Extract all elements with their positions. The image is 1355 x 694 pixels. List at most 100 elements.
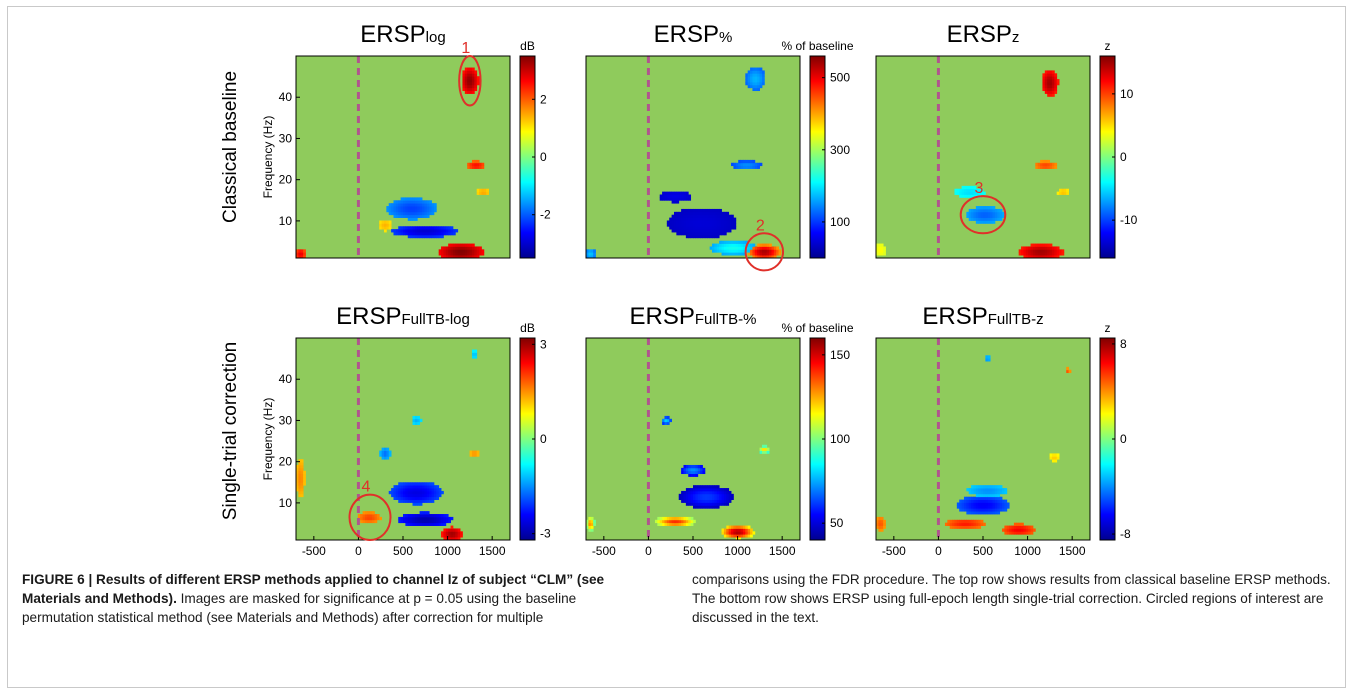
heatmap-cell xyxy=(1047,162,1050,167)
heatmap-cell xyxy=(697,220,701,224)
heatmap-cell xyxy=(455,249,459,253)
heatmap-cell xyxy=(424,200,428,204)
heatmap-cell xyxy=(963,188,967,193)
heatmap-cell xyxy=(721,214,725,218)
heatmap-cell xyxy=(433,522,437,526)
heatmap-cell xyxy=(441,229,444,233)
heatmap-cells xyxy=(586,67,782,258)
heatmap-cell xyxy=(994,211,998,216)
heatmap-cell xyxy=(714,505,718,509)
heatmap-cell xyxy=(429,203,432,207)
heatmap-cell xyxy=(959,519,962,524)
heatmap-cell xyxy=(669,194,672,198)
heatmap-cell xyxy=(704,223,708,227)
heatmap-cell xyxy=(664,421,668,425)
heatmap-cell xyxy=(412,502,416,506)
heatmap-cell xyxy=(707,502,711,506)
heatmap-cell xyxy=(400,214,404,218)
caption-left: FIGURE 6 | Results of different ERSP met… xyxy=(22,570,650,627)
heatmap-cell xyxy=(721,240,725,244)
heatmap-cell xyxy=(424,203,428,207)
heatmap-cell xyxy=(469,165,473,169)
heatmap-cell xyxy=(980,508,984,512)
heatmap-cell xyxy=(712,496,715,500)
heatmap-cell xyxy=(968,490,972,495)
heatmap-cell xyxy=(997,485,1001,489)
heatmap-cell xyxy=(476,162,480,167)
heatmap-cell xyxy=(476,453,480,457)
x-tick-label: 0 xyxy=(645,544,652,558)
heatmap-cell xyxy=(999,499,1003,503)
heatmap-cell xyxy=(296,473,299,477)
heatmap-cell xyxy=(483,191,487,195)
heatmap-cell xyxy=(429,200,432,204)
heatmap-cell xyxy=(426,214,430,218)
heatmap-cell xyxy=(702,232,706,236)
heatmap-cell xyxy=(1006,505,1010,509)
heatmap-cell xyxy=(980,214,984,218)
heatmap-cell xyxy=(410,514,413,518)
heatmap-cell xyxy=(678,217,682,221)
colorbar-tick-label: 0 xyxy=(1120,432,1127,446)
heatmap-cell xyxy=(759,252,763,256)
heatmap-cell xyxy=(462,84,466,89)
heatmap-cell xyxy=(738,528,741,532)
heatmap-cell xyxy=(754,165,758,169)
heatmap-cell xyxy=(424,522,428,526)
heatmap-cell xyxy=(469,450,473,454)
heatmap-cell xyxy=(723,214,727,218)
colorbar-tick-label: -10 xyxy=(1120,213,1138,227)
heatmap-cell xyxy=(436,519,440,524)
heatmap-cell xyxy=(481,252,485,256)
heatmap-cell xyxy=(978,493,982,498)
heatmap-cell xyxy=(467,246,470,250)
y-tick-label: 30 xyxy=(279,131,293,145)
heatmap-cell xyxy=(586,252,589,256)
heatmap-cell xyxy=(412,415,416,420)
heatmap-cell xyxy=(745,249,749,253)
heatmap-cell xyxy=(296,485,299,489)
heatmap-cell xyxy=(417,229,421,233)
heatmap-cell xyxy=(464,243,468,247)
heatmap-cell xyxy=(1056,255,1060,258)
heatmap-cell xyxy=(457,243,461,247)
heatmap-cell xyxy=(457,255,461,258)
heatmap-cell xyxy=(983,191,986,195)
heatmap-cell xyxy=(386,447,390,451)
heatmap-cell xyxy=(436,485,440,489)
heatmap-cell xyxy=(1049,249,1053,253)
heatmap-cell xyxy=(388,211,392,216)
heatmap-cell xyxy=(441,490,444,495)
heatmap-cell xyxy=(441,522,444,526)
heatmap-cell xyxy=(973,488,977,492)
heatmap-cell xyxy=(731,223,734,227)
heatmap-cell xyxy=(474,246,478,250)
heatmap-cell xyxy=(407,197,411,201)
heatmap-cell xyxy=(414,496,418,500)
heatmap-cell xyxy=(1037,246,1041,250)
heatmap-cell xyxy=(685,217,689,221)
heatmap-cell xyxy=(474,84,478,89)
heatmap-cell xyxy=(726,217,730,221)
heatmap-cell xyxy=(441,514,444,518)
heatmap-cell xyxy=(448,226,451,230)
heatmap-cell xyxy=(716,223,720,227)
heatmap-cell xyxy=(721,496,725,500)
heatmap-cells xyxy=(586,415,770,540)
heatmap-cell xyxy=(452,243,456,247)
heatmap-cell xyxy=(659,197,663,201)
heatmap-cell xyxy=(678,496,682,500)
heatmap-cell xyxy=(683,211,687,216)
heatmap-cell xyxy=(464,70,468,74)
heatmap-cell xyxy=(1035,249,1039,253)
heatmap-cell xyxy=(669,418,672,423)
heatmap-cell xyxy=(681,197,684,201)
heatmap-cell xyxy=(961,519,965,524)
heatmap-cell xyxy=(467,67,470,71)
heatmap-cell xyxy=(391,208,394,213)
heatmap-cell xyxy=(1059,191,1062,195)
heatmap-cell xyxy=(973,511,977,515)
heatmap-cell xyxy=(728,534,732,538)
heatmap-cell xyxy=(429,514,432,518)
heatmap-cell xyxy=(410,519,413,524)
